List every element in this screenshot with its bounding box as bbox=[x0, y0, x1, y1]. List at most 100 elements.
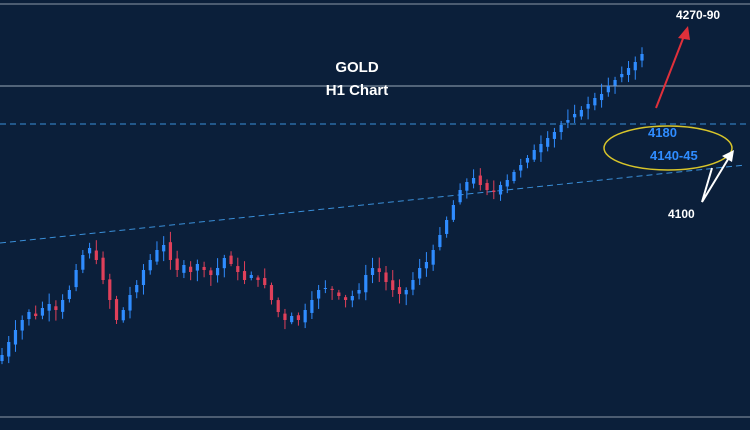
candle-body bbox=[162, 245, 166, 252]
candle-body bbox=[465, 182, 469, 191]
candle-body bbox=[397, 287, 402, 294]
candle-body bbox=[310, 300, 314, 313]
candle-body bbox=[87, 248, 92, 254]
label-target-up: 4270-90 bbox=[676, 8, 720, 22]
candle-body bbox=[330, 288, 334, 290]
candle-body bbox=[27, 312, 31, 320]
candle-body bbox=[47, 304, 51, 311]
candle-body bbox=[209, 270, 213, 275]
arrow-up-line bbox=[655, 35, 685, 109]
candle-body bbox=[431, 250, 435, 265]
candle-body bbox=[94, 250, 98, 260]
candle-body bbox=[61, 300, 65, 312]
candle-body bbox=[546, 138, 550, 147]
candle-body bbox=[317, 290, 321, 299]
candle-body bbox=[108, 279, 112, 300]
candle-body bbox=[40, 308, 45, 316]
candle-body bbox=[148, 260, 152, 271]
candle-body bbox=[283, 313, 287, 320]
candle-body bbox=[323, 288, 327, 289]
candle-body bbox=[350, 296, 354, 301]
candle-body bbox=[606, 86, 610, 93]
candle-body bbox=[438, 235, 442, 248]
zone-ellipse bbox=[603, 125, 733, 171]
candle-body bbox=[492, 190, 496, 192]
candle-body bbox=[269, 285, 274, 300]
candle-body bbox=[377, 268, 381, 272]
label-zone-4180: 4180 bbox=[648, 125, 677, 140]
candle-body bbox=[7, 342, 11, 357]
zigzag-arrow-head bbox=[722, 150, 734, 162]
candle-body bbox=[74, 270, 78, 288]
candle-body bbox=[498, 185, 503, 195]
candle-body bbox=[559, 125, 563, 133]
candle-body bbox=[566, 120, 570, 123]
candles-group bbox=[0, 47, 644, 365]
candle-body bbox=[391, 280, 395, 290]
candle-body bbox=[539, 144, 543, 153]
candle-body bbox=[202, 266, 206, 270]
candle-body bbox=[593, 98, 597, 106]
candle-body bbox=[640, 54, 644, 61]
candle-body bbox=[505, 180, 509, 187]
candle-body bbox=[357, 290, 361, 294]
candle-body bbox=[343, 297, 348, 300]
candle-body bbox=[411, 280, 415, 290]
candle-body bbox=[263, 278, 267, 285]
candle-body bbox=[296, 315, 301, 320]
label-pullback-4100: 4100 bbox=[668, 207, 695, 221]
candle-body bbox=[525, 158, 530, 163]
candle-body bbox=[532, 150, 536, 160]
trendline bbox=[0, 164, 746, 244]
candle-body bbox=[458, 190, 462, 203]
candle-body bbox=[128, 295, 132, 311]
zigzag-arrow bbox=[701, 155, 731, 203]
candle-body bbox=[67, 290, 71, 299]
candle-body bbox=[222, 258, 226, 269]
candle-body bbox=[364, 275, 368, 293]
candle-body bbox=[290, 316, 294, 323]
candle-body bbox=[13, 330, 18, 345]
candle-body bbox=[215, 268, 220, 276]
candle-body bbox=[114, 299, 119, 320]
candle-body bbox=[512, 172, 516, 182]
candle-body bbox=[633, 62, 637, 71]
candle-body bbox=[175, 258, 179, 270]
candle-body bbox=[418, 268, 422, 279]
chart-subtitle: H1 Chart bbox=[326, 82, 389, 99]
candle-body bbox=[579, 110, 583, 117]
candle-body bbox=[242, 271, 247, 280]
candle-body bbox=[34, 313, 38, 316]
candle-body bbox=[141, 270, 146, 286]
candle-body bbox=[249, 275, 253, 279]
candle-body bbox=[384, 272, 388, 282]
candle-body bbox=[121, 310, 125, 321]
candle-body bbox=[168, 242, 173, 260]
candle-body bbox=[519, 165, 523, 171]
candle-body bbox=[586, 104, 590, 109]
candle-body bbox=[626, 68, 631, 75]
candle-body bbox=[370, 268, 375, 276]
candle-body bbox=[471, 178, 476, 184]
label-zone-4140-45: 4140-45 bbox=[650, 148, 698, 163]
chart-title: GOLD bbox=[335, 59, 378, 76]
candle-body bbox=[485, 183, 489, 190]
candle-body bbox=[155, 250, 159, 262]
candle-body bbox=[135, 285, 139, 293]
candle-body bbox=[229, 255, 233, 264]
candle-body bbox=[445, 220, 449, 234]
candle-body bbox=[620, 74, 624, 78]
candle-body bbox=[0, 355, 4, 362]
candle-body bbox=[81, 255, 85, 270]
candle-body bbox=[337, 292, 341, 296]
candle-body bbox=[195, 264, 199, 271]
candle-body bbox=[451, 205, 455, 220]
candle-body bbox=[276, 300, 280, 312]
candle-body bbox=[478, 175, 482, 185]
candle-body bbox=[182, 265, 186, 273]
candle-body bbox=[573, 114, 577, 118]
candle-body bbox=[613, 80, 617, 86]
candle-body bbox=[101, 257, 105, 280]
